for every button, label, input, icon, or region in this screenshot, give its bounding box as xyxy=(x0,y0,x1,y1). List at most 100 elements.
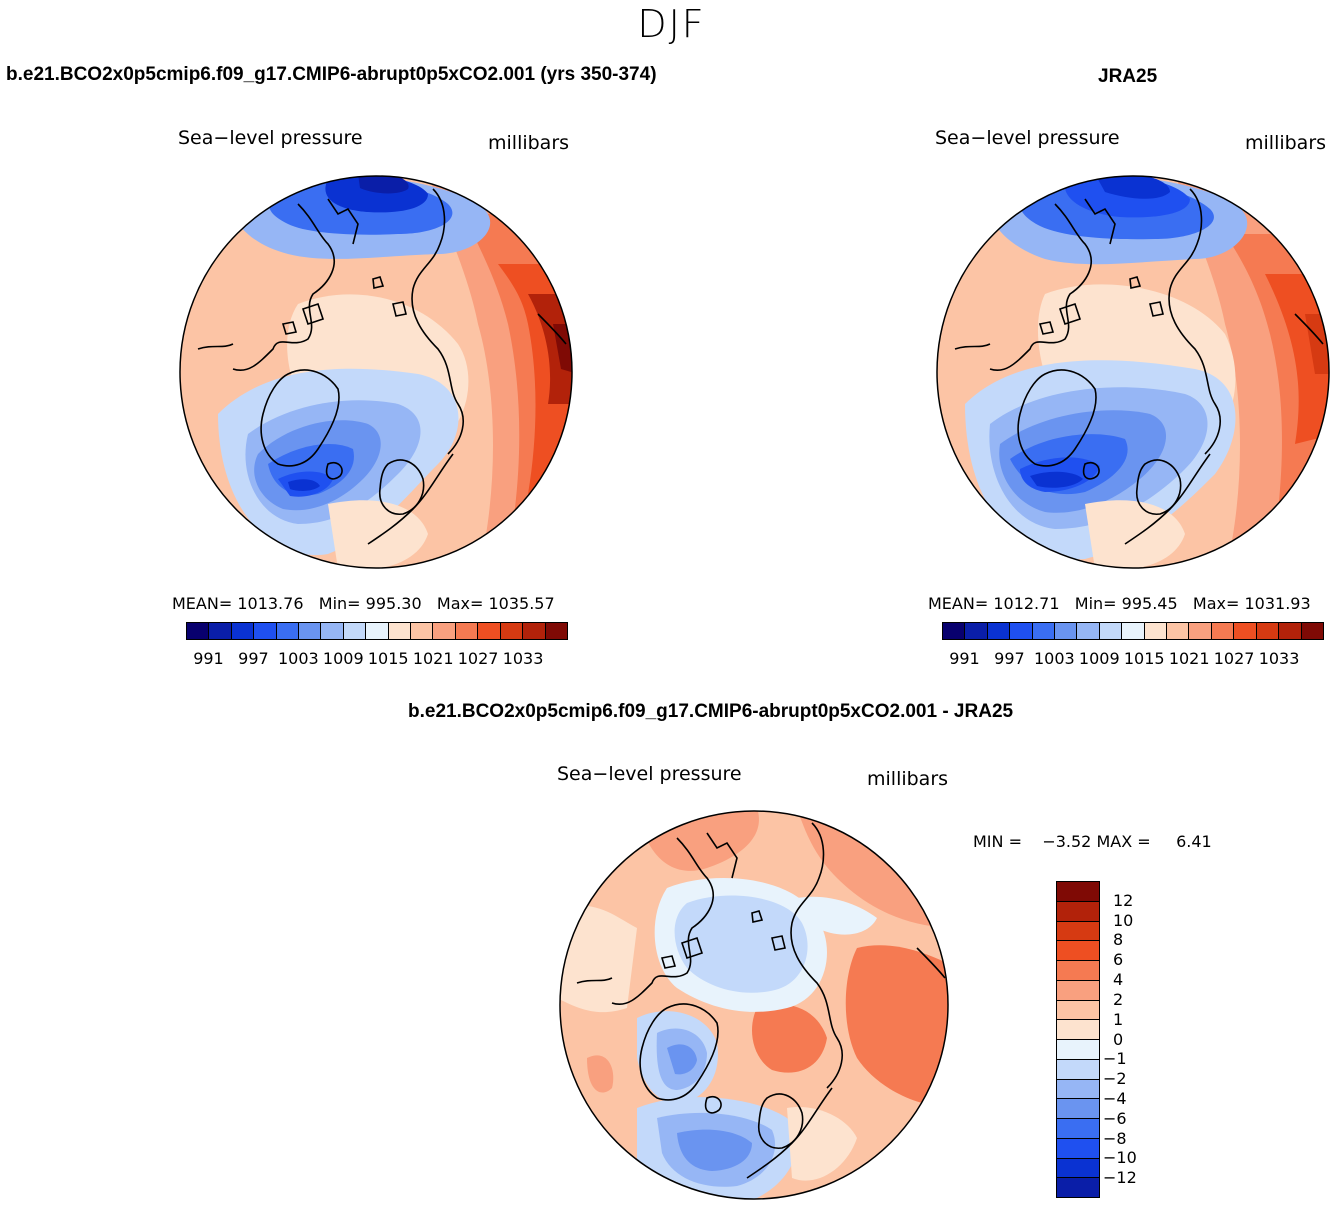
colorbar-swatch xyxy=(433,623,456,639)
panel3-map xyxy=(559,810,949,1200)
colorbar-swatch xyxy=(1234,623,1257,639)
panel3-max-value: 6.41 xyxy=(1176,832,1212,851)
colorbar-swatch xyxy=(209,623,232,639)
panel1-min-label: Min= xyxy=(318,594,361,613)
panel1-max-label: Max= xyxy=(436,594,484,613)
colorbar-swatch xyxy=(1057,921,1099,942)
colorbar-tick-label: 0 xyxy=(1113,1029,1124,1049)
colorbar-swatch xyxy=(943,623,966,639)
colorbar-swatch xyxy=(321,623,344,639)
colorbar-tick-label: 10 xyxy=(1113,910,1134,930)
diff-panel-title: b.e21.BCO2x0p5cmip6.f09_g17.CMIP6-abrupt… xyxy=(408,701,1014,722)
colorbar-tick-label: 1009 xyxy=(322,649,364,668)
panel3-coastlines xyxy=(576,822,946,1179)
right-panel-title: JRA25 xyxy=(1098,66,1158,87)
colorbar-swatch xyxy=(388,623,412,639)
colorbar-tick-label: 1027 xyxy=(457,649,499,668)
panel2-mean-value: 1012.71 xyxy=(993,594,1060,613)
colorbar-swatch xyxy=(366,623,389,639)
colorbar-tick-label: 6 xyxy=(1113,950,1124,970)
colorbar-swatch xyxy=(965,623,988,639)
colorbar-swatch xyxy=(1077,623,1100,639)
panel2-colorbar xyxy=(942,622,1324,640)
colorbar-tick-label: 1033 xyxy=(502,649,544,668)
colorbar-swatch xyxy=(1057,1099,1099,1119)
colorbar-swatch xyxy=(523,623,546,639)
panel3-variable-label: Sea−level pressure xyxy=(557,763,742,785)
colorbar-tick-label: 1015 xyxy=(1123,649,1165,668)
colorbar-tick-label: −12 xyxy=(1103,1168,1137,1188)
colorbar-swatch xyxy=(1279,623,1302,639)
colorbar-tick-label: 991 xyxy=(949,649,980,668)
colorbar-tick-label: −10 xyxy=(1103,1148,1137,1168)
colorbar-swatch xyxy=(187,623,210,639)
colorbar-swatch xyxy=(1057,901,1099,922)
colorbar-tick-label: 997 xyxy=(238,649,269,668)
colorbar-swatch xyxy=(1032,623,1056,639)
colorbar-swatch xyxy=(1122,623,1145,639)
panel1-min-value: 995.30 xyxy=(365,594,422,613)
colorbar-swatch xyxy=(411,623,434,639)
panel2-coastlines xyxy=(954,188,1324,545)
colorbar-tick-label: 1033 xyxy=(1258,649,1300,668)
panel1-units-label: millibars xyxy=(488,132,570,154)
colorbar-swatch xyxy=(1256,623,1280,639)
left-panel-title: b.e21.BCO2x0p5cmip6.f09_g17.CMIP6-abrupt… xyxy=(6,64,657,85)
panel2-mean-label: MEAN= xyxy=(928,594,989,613)
panel2-min-label: Min= xyxy=(1074,594,1117,613)
colorbar-tick-label: 1027 xyxy=(1213,649,1255,668)
panel2-stats: MEAN= 1012.71 Min= 995.45 Max= 1031.93 xyxy=(928,594,1311,613)
panel2-max-value: 1031.93 xyxy=(1244,594,1311,613)
panel1-colorbar xyxy=(186,622,568,640)
colorbar-swatch xyxy=(1057,1059,1099,1080)
panel3-units-label: millibars xyxy=(867,768,949,790)
colorbar-swatch xyxy=(1057,1040,1099,1060)
colorbar-swatch xyxy=(276,623,300,639)
panel1-variable-label: Sea−level pressure xyxy=(178,127,363,149)
colorbar-tick-label: −8 xyxy=(1103,1128,1127,1148)
colorbar-swatch xyxy=(1057,980,1099,1001)
panel2-contour-field xyxy=(937,176,1329,568)
panel2-min-value: 995.45 xyxy=(1121,594,1178,613)
panel2-units-label: millibars xyxy=(1245,132,1327,154)
panel2-variable-label: Sea−level pressure xyxy=(935,127,1120,149)
colorbar-tick-label: 1003 xyxy=(1033,649,1075,668)
colorbar-swatch xyxy=(1057,1079,1099,1100)
panel1-map xyxy=(179,175,573,569)
colorbar-swatch xyxy=(1055,623,1078,639)
colorbar-swatch xyxy=(1057,1178,1099,1197)
colorbar-tick-label: 8 xyxy=(1113,930,1124,950)
panel3-stats: MIN = −3.52 MAX = 6.41 xyxy=(973,832,1212,851)
colorbar-tick-label: 1021 xyxy=(1168,649,1210,668)
colorbar-tick-label: 1 xyxy=(1113,1009,1124,1029)
colorbar-swatch xyxy=(1057,1020,1099,1040)
colorbar-swatch xyxy=(1057,1138,1099,1159)
colorbar-tick-label: 1015 xyxy=(367,649,409,668)
colorbar-swatch xyxy=(1099,623,1123,639)
panel3-colorbar xyxy=(1056,881,1100,1198)
colorbar-tick-label: −2 xyxy=(1103,1069,1127,1089)
colorbar-swatch xyxy=(478,623,501,639)
colorbar-swatch xyxy=(1189,623,1212,639)
panel2-map xyxy=(936,175,1330,569)
colorbar-swatch xyxy=(455,623,479,639)
panel1-max-value: 1035.57 xyxy=(488,594,555,613)
colorbar-swatch xyxy=(1167,623,1190,639)
colorbar-swatch xyxy=(231,623,255,639)
colorbar-tick-label: 1021 xyxy=(412,649,454,668)
colorbar-tick-label: −4 xyxy=(1103,1088,1127,1108)
colorbar-swatch xyxy=(1057,1158,1099,1179)
panel3-min-value: −3.52 xyxy=(1042,832,1092,851)
panel1-mean-value: 1013.76 xyxy=(237,594,304,613)
colorbar-swatch xyxy=(1057,961,1099,981)
colorbar-tick-label: 12 xyxy=(1113,890,1134,910)
colorbar-swatch xyxy=(1057,882,1099,902)
colorbar-swatch xyxy=(1301,623,1323,639)
colorbar-tick-label: 2 xyxy=(1113,989,1124,1009)
colorbar-swatch xyxy=(299,623,322,639)
colorbar-tick-label: −6 xyxy=(1103,1108,1127,1128)
panel2-max-label: Max= xyxy=(1192,594,1240,613)
colorbar-tick-label: −1 xyxy=(1103,1049,1127,1069)
colorbar-swatch xyxy=(254,623,277,639)
colorbar-swatch xyxy=(1057,941,1099,961)
